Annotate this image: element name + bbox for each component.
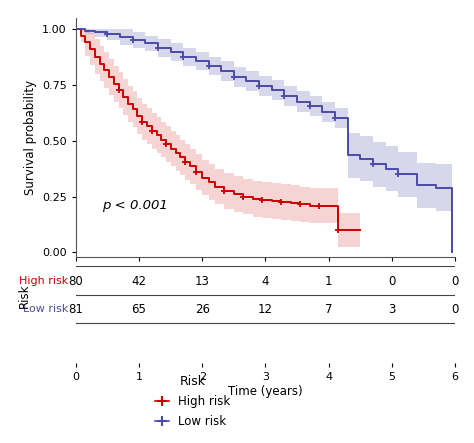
Text: 42: 42 bbox=[132, 275, 146, 288]
Text: 26: 26 bbox=[195, 303, 210, 316]
Text: 12: 12 bbox=[258, 303, 273, 316]
Text: p < 0.001: p < 0.001 bbox=[102, 199, 168, 212]
Legend: High risk, Low risk: High risk, Low risk bbox=[150, 370, 235, 432]
Text: 0: 0 bbox=[451, 303, 459, 316]
Text: 3: 3 bbox=[388, 303, 395, 316]
Text: 0: 0 bbox=[451, 275, 459, 288]
X-axis label: Time (years): Time (years) bbox=[228, 385, 303, 398]
Text: Risk: Risk bbox=[18, 284, 31, 308]
Text: 0: 0 bbox=[388, 275, 395, 288]
Text: High risk: High risk bbox=[19, 276, 68, 286]
Text: 7: 7 bbox=[325, 303, 332, 316]
Y-axis label: Survival probability: Survival probability bbox=[24, 80, 36, 195]
Text: 13: 13 bbox=[195, 275, 210, 288]
Text: Low risk: Low risk bbox=[23, 304, 68, 314]
Text: 65: 65 bbox=[132, 303, 146, 316]
Text: 81: 81 bbox=[68, 303, 83, 316]
Text: 4: 4 bbox=[262, 275, 269, 288]
Text: 80: 80 bbox=[68, 275, 83, 288]
Text: 1: 1 bbox=[325, 275, 332, 288]
